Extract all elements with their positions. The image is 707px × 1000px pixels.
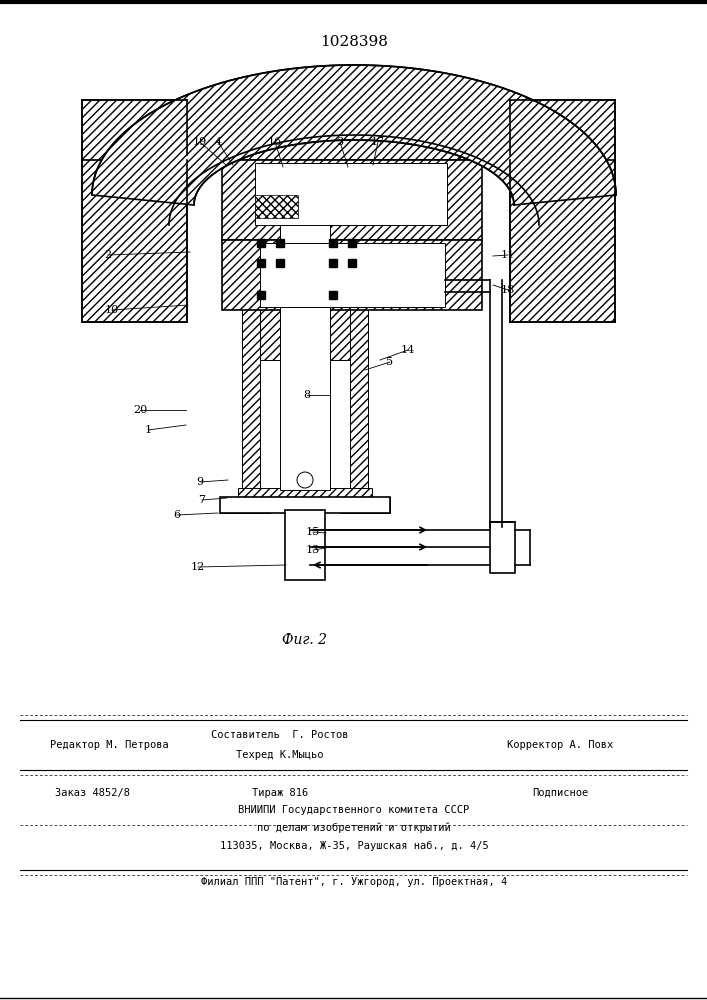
- Text: по делам изобретений и открытий: по делам изобретений и открытий: [257, 823, 451, 833]
- Polygon shape: [460, 100, 615, 160]
- Bar: [329, 239, 337, 247]
- Polygon shape: [82, 155, 187, 322]
- Bar: [276, 259, 284, 267]
- Polygon shape: [222, 240, 482, 310]
- Polygon shape: [220, 497, 270, 513]
- Text: 2: 2: [105, 250, 112, 260]
- Text: 13: 13: [306, 545, 320, 555]
- Bar: [329, 259, 337, 267]
- Text: 16: 16: [268, 137, 282, 147]
- Text: 6: 6: [173, 510, 180, 520]
- Text: 3: 3: [337, 137, 344, 147]
- Text: 113035, Москва, Ж-35, Раушская наб., д. 4/5: 113035, Москва, Ж-35, Раушская наб., д. …: [220, 841, 489, 851]
- Bar: [257, 259, 265, 267]
- Bar: [257, 291, 265, 299]
- Text: Фиг. 2: Фиг. 2: [283, 633, 327, 647]
- Bar: [276, 239, 284, 247]
- Bar: [348, 259, 356, 267]
- Circle shape: [297, 472, 313, 488]
- Polygon shape: [82, 100, 235, 160]
- Text: 20: 20: [133, 405, 147, 415]
- Polygon shape: [260, 165, 280, 360]
- Polygon shape: [330, 165, 350, 360]
- Text: 14: 14: [401, 345, 415, 355]
- Text: 12: 12: [191, 562, 205, 572]
- Text: Заказ 4852/8: Заказ 4852/8: [55, 788, 130, 798]
- Polygon shape: [238, 488, 372, 510]
- Text: Техред К.Мыцьо: Техред К.Мыцьо: [236, 750, 324, 760]
- Text: ВНИИПИ Государственного комитета СССР: ВНИИПИ Государственного комитета СССР: [238, 805, 469, 815]
- Text: 17: 17: [371, 137, 385, 147]
- Text: Филиал ППП "Патент", г. Ужгород, ул. Проектная, 4: Филиал ППП "Патент", г. Ужгород, ул. Про…: [201, 877, 507, 887]
- Polygon shape: [340, 497, 390, 513]
- Text: 7: 7: [199, 495, 206, 505]
- Text: 1028398: 1028398: [320, 35, 388, 49]
- Polygon shape: [350, 165, 368, 495]
- Text: 11: 11: [501, 250, 515, 260]
- Polygon shape: [255, 163, 447, 225]
- Text: Корректор А. Повх: Корректор А. Повх: [507, 740, 613, 750]
- Polygon shape: [242, 165, 260, 495]
- Text: 8: 8: [303, 390, 310, 400]
- Text: Составитель  Г. Ростов: Составитель Г. Ростов: [211, 730, 349, 740]
- Text: 15: 15: [306, 527, 320, 537]
- Text: Редактор М. Петрова: Редактор М. Петрова: [50, 740, 169, 750]
- Text: 19: 19: [193, 137, 207, 147]
- Bar: [257, 239, 265, 247]
- Polygon shape: [235, 100, 460, 160]
- Polygon shape: [260, 243, 445, 307]
- Polygon shape: [92, 65, 616, 205]
- Text: Подписное: Подписное: [532, 788, 588, 798]
- Bar: [348, 239, 356, 247]
- Text: 9: 9: [197, 477, 204, 487]
- Polygon shape: [255, 195, 298, 218]
- Polygon shape: [280, 170, 330, 490]
- Polygon shape: [510, 155, 615, 322]
- Text: 10: 10: [105, 305, 119, 315]
- Polygon shape: [222, 160, 482, 240]
- Text: 1: 1: [144, 425, 151, 435]
- Text: Тираж 816: Тираж 816: [252, 788, 308, 798]
- Polygon shape: [220, 497, 390, 513]
- Polygon shape: [285, 510, 325, 580]
- Bar: [329, 291, 337, 299]
- Text: 18: 18: [501, 285, 515, 295]
- Text: 5: 5: [387, 357, 394, 367]
- Text: 4: 4: [214, 137, 221, 147]
